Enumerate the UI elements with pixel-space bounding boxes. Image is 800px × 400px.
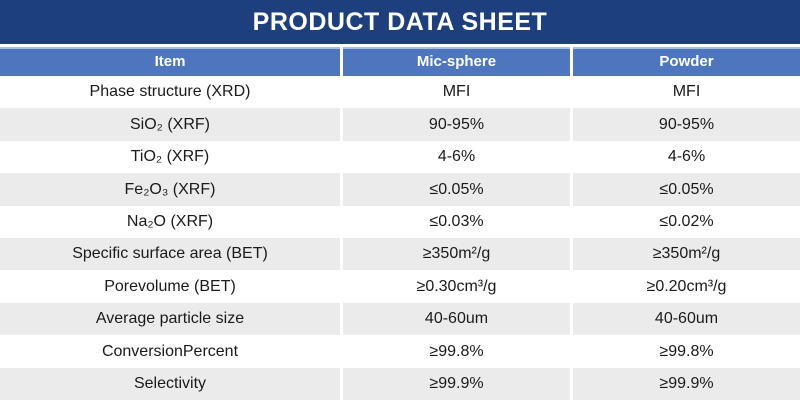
powder-cell: 40-60um <box>573 302 800 336</box>
table-row: TiO₂ (XRF) 4-6% 4-6% <box>0 140 800 174</box>
item-cell: Porevolume (BET) <box>0 270 340 303</box>
item-cell: SiO₂ (XRF) <box>0 108 340 141</box>
table-row: Average particle size 40-60um 40-60um <box>0 302 800 336</box>
powder-cell: MFI <box>573 76 800 109</box>
mic-sphere-cell: ≥0.30cm³/g <box>343 270 570 303</box>
mic-sphere-cell: ≤0.05% <box>343 173 570 206</box>
column-header-powder: Powder <box>573 47 800 76</box>
mic-sphere-cell: 4-6% <box>343 140 570 174</box>
item-cell: Na₂O (XRF) <box>0 205 340 238</box>
table-row: SiO₂ (XRF) 90-95% 90-95% <box>0 108 800 141</box>
item-cell: TiO₂ (XRF) <box>0 140 340 174</box>
page-title: PRODUCT DATA SHEET <box>252 7 548 36</box>
mic-sphere-cell: MFI <box>343 76 570 109</box>
table-row: Specific surface area (BET) ≥350m²/g ≥35… <box>0 237 800 271</box>
mic-sphere-cell: 40-60um <box>343 302 570 336</box>
column-header-mic-sphere: Mic-sphere <box>343 47 570 76</box>
table-row: Selectivity ≥99.9% ≥99.9% <box>0 367 800 400</box>
spec-table: Item Mic-sphere Powder Phase structure (… <box>0 47 800 400</box>
powder-cell: ≥99.9% <box>573 367 800 400</box>
powder-cell: ≥99.8% <box>573 335 800 368</box>
powder-cell: 4-6% <box>573 140 800 174</box>
powder-cell: ≥350m²/g <box>573 237 800 271</box>
mic-sphere-cell: 90-95% <box>343 108 570 141</box>
item-cell: ConversionPercent <box>0 335 340 368</box>
powder-cell: ≤0.02% <box>573 205 800 238</box>
item-cell: Average particle size <box>0 302 340 336</box>
powder-cell: 90-95% <box>573 108 800 141</box>
table-row: Phase structure (XRD) MFI MFI <box>0 76 800 109</box>
item-cell: Phase structure (XRD) <box>0 76 340 109</box>
item-cell: Fe₂O₃ (XRF) <box>0 173 340 206</box>
mic-sphere-cell: ≤0.03% <box>343 205 570 238</box>
mic-sphere-cell: ≥99.8% <box>343 335 570 368</box>
mic-sphere-cell: ≥350m²/g <box>343 237 570 271</box>
table-row: Porevolume (BET) ≥0.30cm³/g ≥0.20cm³/g <box>0 270 800 303</box>
title-banner: PRODUCT DATA SHEET <box>0 0 800 44</box>
banner-divider <box>0 44 800 47</box>
powder-cell: ≥0.20cm³/g <box>573 270 800 303</box>
column-header-item: Item <box>0 47 340 76</box>
item-cell: Specific surface area (BET) <box>0 237 340 271</box>
table-header-row: Item Mic-sphere Powder <box>0 47 800 76</box>
powder-cell: ≤0.05% <box>573 173 800 206</box>
table-row: Fe₂O₃ (XRF) ≤0.05% ≤0.05% <box>0 173 800 206</box>
mic-sphere-cell: ≥99.9% <box>343 367 570 400</box>
table-row: ConversionPercent ≥99.8% ≥99.8% <box>0 335 800 368</box>
item-cell: Selectivity <box>0 367 340 400</box>
table-row: Na₂O (XRF) ≤0.03% ≤0.02% <box>0 205 800 238</box>
